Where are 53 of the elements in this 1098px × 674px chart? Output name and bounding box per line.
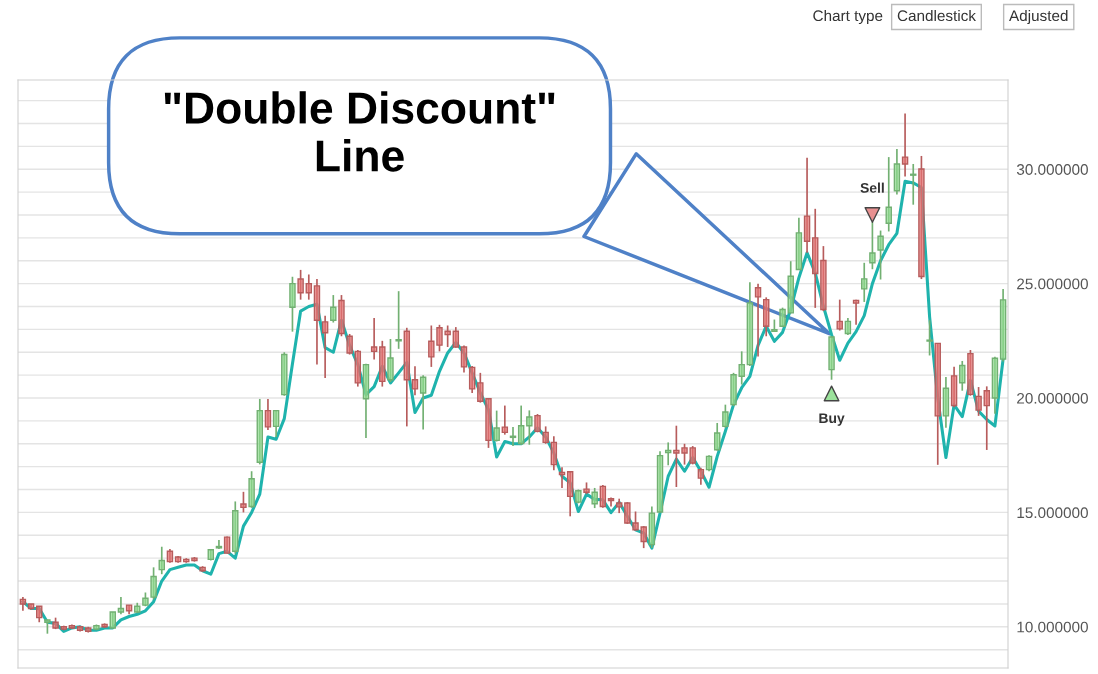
y-tick-label: 30.000000 <box>1016 164 1088 175</box>
candlestick <box>550 435 558 472</box>
candlestick <box>321 314 329 379</box>
candlestick <box>885 156 892 233</box>
candlestick <box>926 319 933 357</box>
y-tick-label: 25.000000 <box>1017 278 1088 290</box>
candlestick <box>959 360 966 392</box>
candlestick <box>501 404 509 436</box>
candlestick <box>346 333 353 356</box>
candlestick <box>877 229 884 281</box>
candlestick <box>330 294 337 324</box>
candlestick <box>869 221 876 271</box>
candlestick <box>713 422 721 452</box>
candlestick <box>493 409 500 443</box>
candlestick <box>836 298 843 332</box>
candlestick <box>975 386 982 417</box>
candlestick <box>754 282 762 358</box>
candlestick <box>983 385 990 451</box>
candlestick <box>591 487 598 509</box>
candlestick <box>526 409 533 446</box>
candlestick <box>599 484 607 509</box>
candlestick <box>387 338 394 383</box>
candlestick <box>272 409 280 438</box>
candlestick <box>289 275 296 333</box>
series-label: Buy <box>819 413 845 426</box>
annotation: "Double Discount" Line <box>164 91 555 172</box>
candlestick <box>722 403 729 429</box>
candlestick <box>264 398 272 431</box>
candlestick <box>150 566 157 601</box>
candlestick <box>419 374 427 431</box>
candlestick <box>305 273 313 301</box>
candlestick <box>901 112 909 178</box>
candlestick <box>664 441 672 467</box>
series-label: Sell <box>860 182 884 193</box>
y-tick-label: 10.000000 <box>1017 621 1088 633</box>
candlestick <box>370 317 378 361</box>
text: Chart type <box>813 9 883 25</box>
text: Candlestick <box>897 9 976 22</box>
candlestick <box>861 261 868 303</box>
candlestick <box>240 490 247 514</box>
candlestick <box>411 365 419 397</box>
y-tick-label: 20.000000 <box>1017 392 1088 404</box>
candlestick <box>395 290 402 350</box>
candlestick <box>852 298 860 326</box>
candlestick <box>517 404 525 446</box>
text: Adjusted <box>1009 9 1068 25</box>
y-tick-label: 15.000000 <box>1017 507 1088 519</box>
candlestick <box>158 545 165 576</box>
candlestick <box>297 269 304 301</box>
candlestick <box>460 344 468 374</box>
candlestick <box>452 326 460 349</box>
candlestick <box>910 163 917 206</box>
candlestick <box>468 365 476 394</box>
